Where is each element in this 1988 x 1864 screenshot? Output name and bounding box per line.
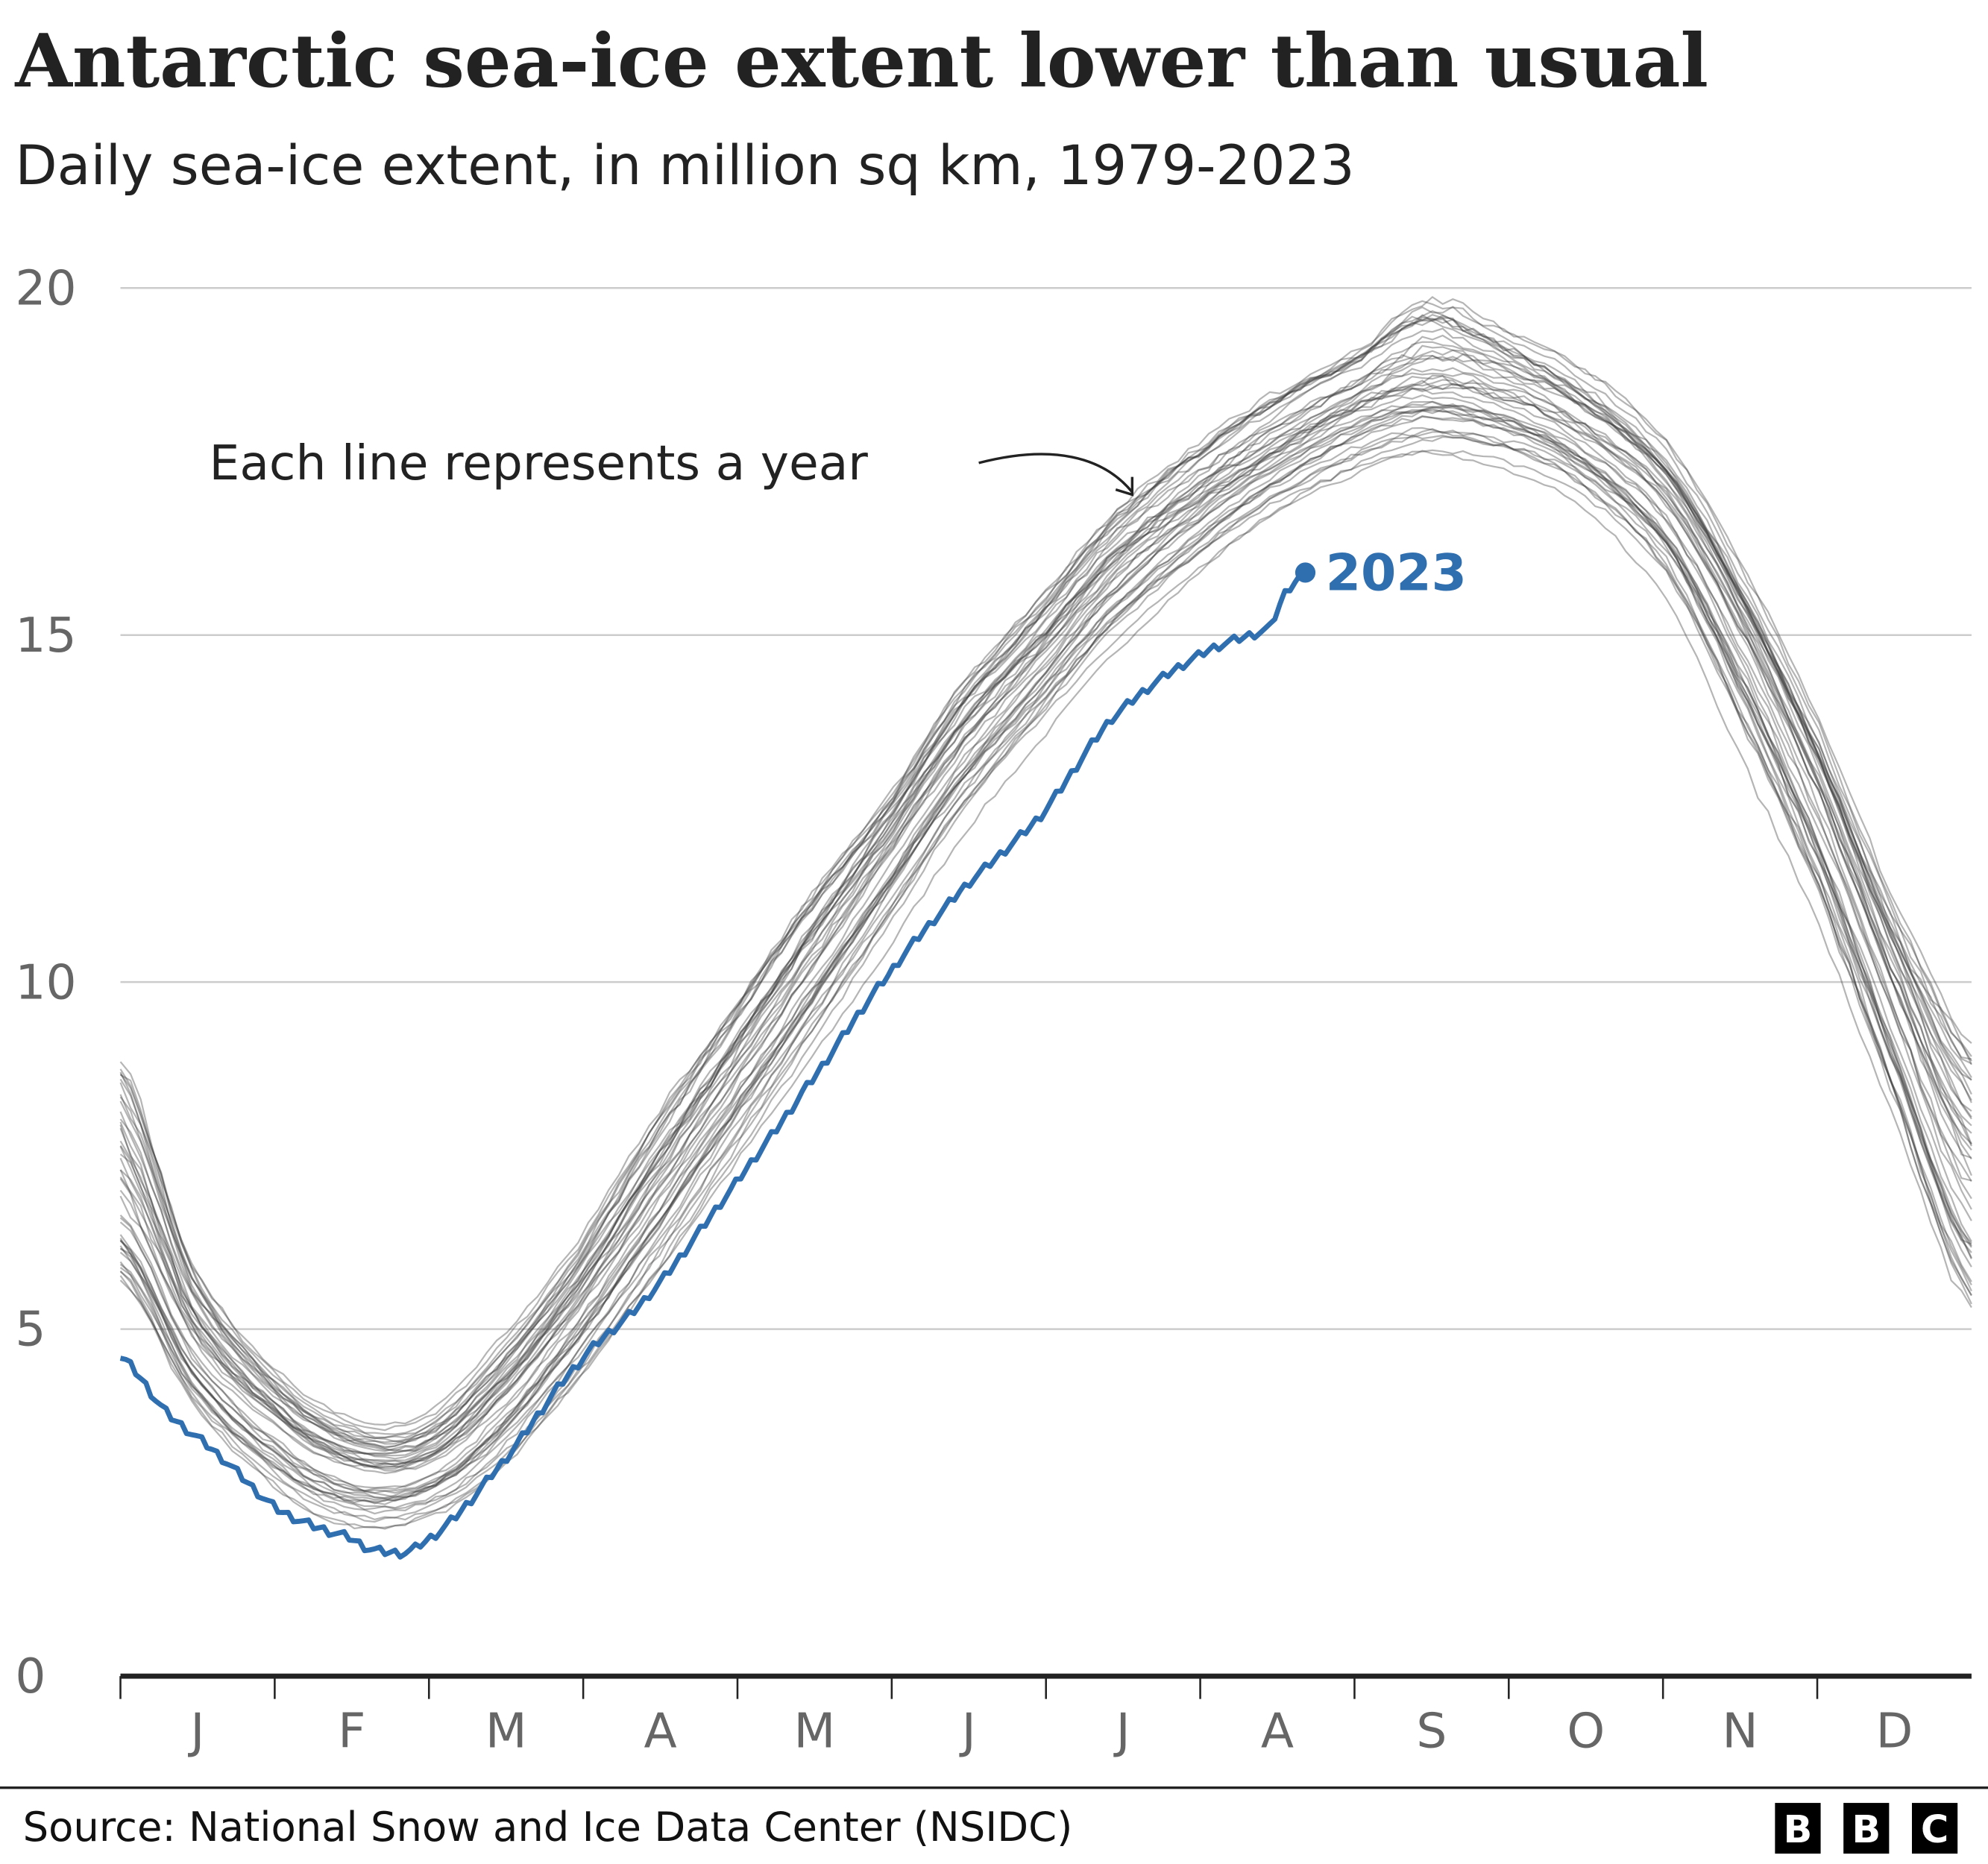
year-line	[119, 334, 1972, 1467]
year-line	[119, 316, 1972, 1460]
year-line	[119, 382, 1972, 1494]
year-line	[119, 405, 1972, 1499]
year-line	[119, 374, 1972, 1426]
year-line	[119, 415, 1972, 1499]
series-2023-endpoint	[1295, 562, 1316, 583]
x-tick-label: M	[794, 1703, 836, 1759]
x-tick-label: M	[485, 1703, 527, 1759]
year-line	[119, 434, 1972, 1521]
year-line	[119, 354, 1972, 1449]
year-line	[119, 380, 1972, 1461]
year-line	[119, 372, 1972, 1455]
y-axis-labels: 0 5 10 15 20	[15, 260, 76, 1704]
year-line	[119, 327, 1972, 1464]
year-line	[119, 400, 1972, 1530]
x-tick-label: A	[644, 1703, 676, 1759]
year-line	[119, 295, 1972, 1452]
y-tick-label: 5	[15, 1302, 45, 1358]
year-line	[119, 317, 1972, 1443]
svg-text:C: C	[1921, 1808, 1948, 1852]
year-line	[119, 349, 1972, 1452]
year-line	[119, 318, 1972, 1448]
svg-text:B: B	[1784, 1808, 1813, 1852]
year-line	[119, 450, 1972, 1502]
year-line	[119, 431, 1972, 1511]
y-tick-label: 10	[15, 954, 76, 1010]
y-tick-label: 20	[15, 260, 76, 316]
year-line	[119, 353, 1972, 1472]
year-line	[119, 355, 1972, 1443]
year-line	[119, 428, 1972, 1469]
chart-subtitle: Daily sea-ice extent, in million sq km, …	[15, 134, 1354, 198]
year-line	[119, 409, 1972, 1505]
annotation-arrowhead	[1115, 476, 1134, 497]
year-line	[119, 341, 1972, 1432]
year-line	[119, 306, 1972, 1452]
chart-title: Antarctic sea-ice extent lower than usua…	[14, 18, 1708, 104]
gridlines	[120, 286, 1972, 1330]
year-line	[119, 319, 1972, 1475]
x-tick-label: J	[959, 1703, 976, 1759]
year-line	[119, 379, 1972, 1515]
x-tick-label: F	[338, 1703, 365, 1759]
bbc-logo: B B C	[1775, 1803, 1958, 1854]
source-text: Source: National Snow and Ice Data Cente…	[23, 1804, 1073, 1851]
year-line	[119, 374, 1972, 1467]
year-line	[120, 394, 1972, 1492]
year-lines	[119, 295, 1972, 1530]
year-line	[119, 449, 1972, 1489]
x-tick-label: J	[1113, 1703, 1130, 1759]
year-line	[119, 426, 1972, 1505]
series-2023-line	[119, 567, 1308, 1560]
year-line	[119, 403, 1972, 1502]
year-line	[119, 300, 1972, 1435]
year-line	[119, 401, 1972, 1470]
year-line	[119, 367, 1972, 1457]
year-line	[119, 406, 1972, 1528]
year-line	[119, 435, 1972, 1510]
x-tick-label: A	[1261, 1703, 1294, 1759]
year-line	[119, 384, 1972, 1468]
x-tick-label: N	[1722, 1703, 1758, 1759]
annotation-text: Each line represents a year	[210, 435, 869, 491]
svg-text:B: B	[1852, 1808, 1881, 1852]
year-line	[119, 313, 1972, 1465]
y-tick-label: 15	[15, 608, 76, 664]
year-line	[119, 310, 1972, 1438]
year-line	[119, 344, 1972, 1445]
year-line	[119, 415, 1972, 1494]
annotation-arrow	[978, 453, 1133, 494]
x-tick-label: O	[1567, 1703, 1605, 1759]
x-tick-label: D	[1876, 1703, 1913, 1759]
x-tick-label: J	[187, 1703, 204, 1759]
year-line	[119, 408, 1972, 1499]
year-line	[119, 408, 1972, 1523]
x-tick-label: S	[1416, 1703, 1447, 1759]
year-line	[119, 314, 1972, 1440]
y-tick-label: 0	[15, 1649, 45, 1704]
series-2023-label: 2023	[1326, 544, 1467, 603]
year-line	[119, 388, 1972, 1455]
